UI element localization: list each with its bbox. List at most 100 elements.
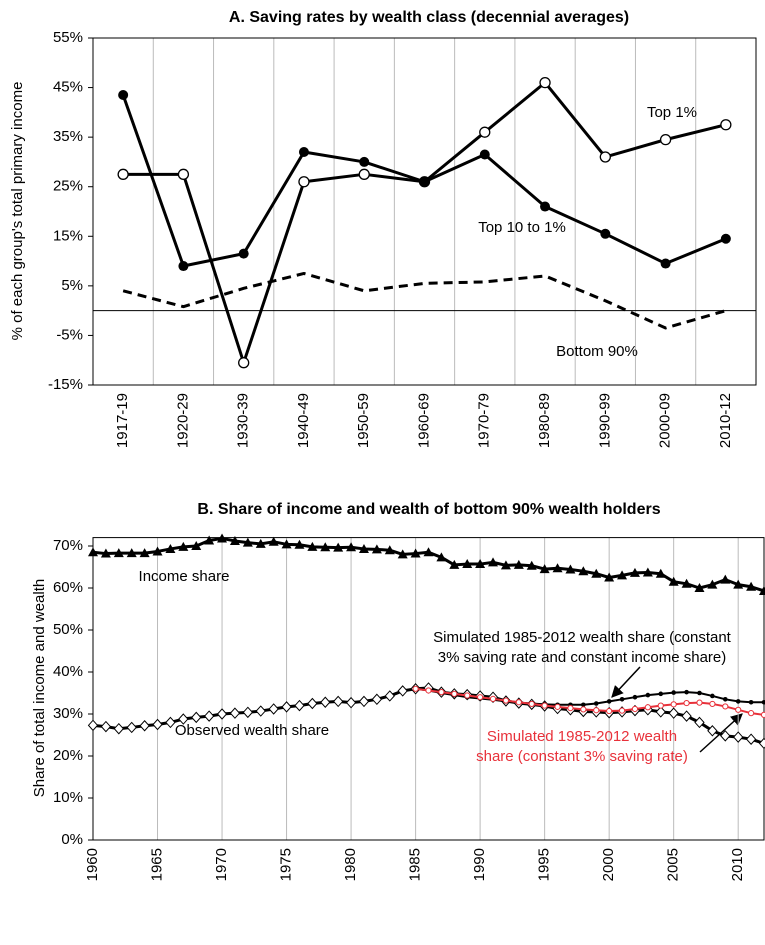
- marker: [710, 693, 715, 699]
- marker: [578, 566, 589, 576]
- y-tick-label: -5%: [56, 326, 83, 343]
- marker: [748, 699, 754, 705]
- marker: [502, 697, 510, 704]
- marker: [333, 542, 344, 552]
- marker: [659, 133, 672, 146]
- y-tick-label: -15%: [48, 376, 83, 393]
- marker: [294, 699, 305, 712]
- marker: [298, 147, 309, 158]
- marker: [554, 703, 561, 710]
- marker: [552, 563, 563, 573]
- x-tick-label: 1980: [342, 848, 359, 881]
- marker: [632, 694, 638, 700]
- x-tick-label: 1985: [407, 848, 424, 881]
- marker: [475, 559, 486, 569]
- y-tick-label: 15%: [53, 227, 83, 244]
- x-tick-label: 1965: [148, 848, 165, 881]
- marker: [464, 692, 471, 699]
- x-tick-label: 1995: [536, 848, 553, 881]
- marker: [681, 710, 692, 722]
- marker: [113, 548, 124, 558]
- marker: [397, 685, 408, 697]
- x-tick-label: 1950-59: [355, 393, 372, 448]
- marker: [117, 168, 129, 180]
- series-label: Simulated 1985-2012 wealth: [487, 728, 677, 745]
- series-label: Bottom 90%: [556, 343, 638, 360]
- marker: [451, 690, 458, 697]
- marker: [694, 716, 705, 729]
- marker: [298, 176, 310, 188]
- x-tick-label: 1975: [278, 848, 295, 881]
- marker: [709, 700, 716, 708]
- series-label: Simulated 1985-2012 wealth share (consta…: [433, 629, 732, 646]
- marker: [436, 552, 447, 562]
- marker: [255, 705, 266, 717]
- marker: [165, 716, 176, 729]
- marker: [745, 733, 757, 745]
- marker: [722, 703, 729, 710]
- y-tick-label: 40%: [53, 663, 83, 680]
- marker: [358, 168, 370, 180]
- marker: [423, 547, 434, 557]
- marker: [216, 708, 228, 720]
- marker: [645, 692, 651, 698]
- x-tick-label: 1970-79: [476, 393, 493, 448]
- series-label: share (constant 3% saving rate): [476, 748, 688, 765]
- x-tick-label: 2010-12: [717, 393, 734, 448]
- marker: [629, 567, 640, 577]
- marker: [255, 538, 266, 548]
- y-tick-label: 0%: [61, 831, 83, 848]
- marker: [707, 579, 718, 589]
- chart-title: A. Saving rates by wealth class (decenni…: [229, 9, 629, 26]
- y-tick-label: 60%: [53, 579, 83, 596]
- series-label: Income share: [139, 568, 230, 585]
- marker: [397, 549, 408, 559]
- marker: [735, 699, 741, 704]
- marker: [606, 699, 612, 704]
- x-tick-label: 1990: [471, 848, 488, 881]
- marker: [668, 707, 679, 719]
- marker: [358, 695, 370, 708]
- marker: [489, 695, 497, 702]
- marker: [449, 559, 460, 569]
- marker: [515, 699, 522, 706]
- marker: [683, 699, 690, 707]
- series-line: [415, 687, 764, 706]
- x-tick-label: 1960-69: [415, 393, 432, 448]
- marker: [178, 713, 189, 725]
- marker: [668, 576, 679, 586]
- marker: [759, 585, 765, 595]
- marker: [733, 579, 744, 589]
- marker: [746, 581, 757, 591]
- marker: [720, 574, 731, 584]
- marker: [593, 701, 599, 706]
- y-tick-label: 55%: [53, 29, 83, 46]
- marker: [139, 720, 150, 732]
- marker: [513, 559, 524, 569]
- x-tick-label: 2010: [729, 848, 746, 881]
- y-tick-label: 10%: [53, 789, 83, 806]
- marker: [178, 261, 189, 272]
- marker: [371, 693, 383, 706]
- marker: [359, 156, 370, 167]
- marker: [268, 703, 279, 715]
- marker: [178, 541, 189, 551]
- marker: [694, 583, 705, 592]
- marker: [479, 126, 491, 138]
- marker: [657, 702, 664, 709]
- marker: [242, 537, 253, 547]
- marker: [593, 707, 600, 714]
- marker: [384, 690, 395, 702]
- marker: [758, 737, 765, 750]
- marker: [707, 725, 718, 737]
- marker: [438, 689, 445, 696]
- y-tick-label: 50%: [53, 621, 83, 638]
- marker: [642, 567, 653, 577]
- marker: [488, 557, 499, 567]
- marker: [410, 548, 421, 558]
- marker: [617, 570, 628, 580]
- marker: [747, 710, 755, 717]
- marker: [697, 690, 702, 696]
- marker: [113, 722, 124, 735]
